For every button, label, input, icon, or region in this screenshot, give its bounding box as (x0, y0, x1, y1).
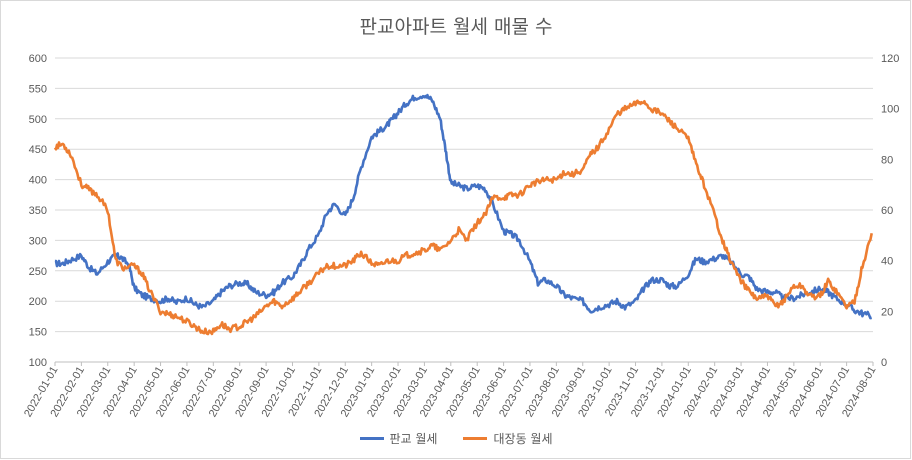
y-left-tick-label: 550 (29, 83, 47, 95)
y-left-tick-label: 600 (29, 53, 47, 65)
y-right-tick-label: 80 (881, 154, 893, 166)
y-right-tick-label: 20 (881, 306, 893, 318)
y-right-tick-label: 60 (881, 205, 893, 217)
legend-label-daejang: 대장동 월세 (493, 430, 552, 447)
series-line-pangyo (55, 95, 872, 318)
y-left-tick-label: 350 (29, 205, 47, 217)
plot-area: 100 150 200 250 300 350 400 450 500 550 600 0 20 40 60… (0, 0, 912, 460)
legend-item-pangyo: 판교 월세 (360, 430, 438, 447)
legend-item-daejang: 대장동 월세 (463, 430, 552, 447)
legend: 판교 월세 대장동 월세 (0, 430, 912, 447)
y-left-tick-label: 450 (29, 144, 47, 156)
y-left-tick-label: 150 (29, 327, 47, 339)
legend-label-pangyo: 판교 월세 (390, 430, 438, 447)
y-left-tick-label: 400 (29, 175, 47, 187)
y-right-tick-label: 120 (881, 53, 899, 65)
legend-swatch-daejang (463, 437, 487, 440)
y-right-tick-label: 0 (881, 357, 887, 369)
y-left-tick-label: 100 (29, 357, 47, 369)
legend-swatch-pangyo (360, 437, 384, 440)
y-left-tick-label: 200 (29, 296, 47, 308)
y-right-tick-label: 100 (881, 104, 899, 116)
y-right-tick-label: 40 (881, 256, 893, 268)
y-left-tick-label: 250 (29, 266, 47, 278)
y-left-tick-label: 300 (29, 235, 47, 247)
y-left-tick-label: 500 (29, 114, 47, 126)
